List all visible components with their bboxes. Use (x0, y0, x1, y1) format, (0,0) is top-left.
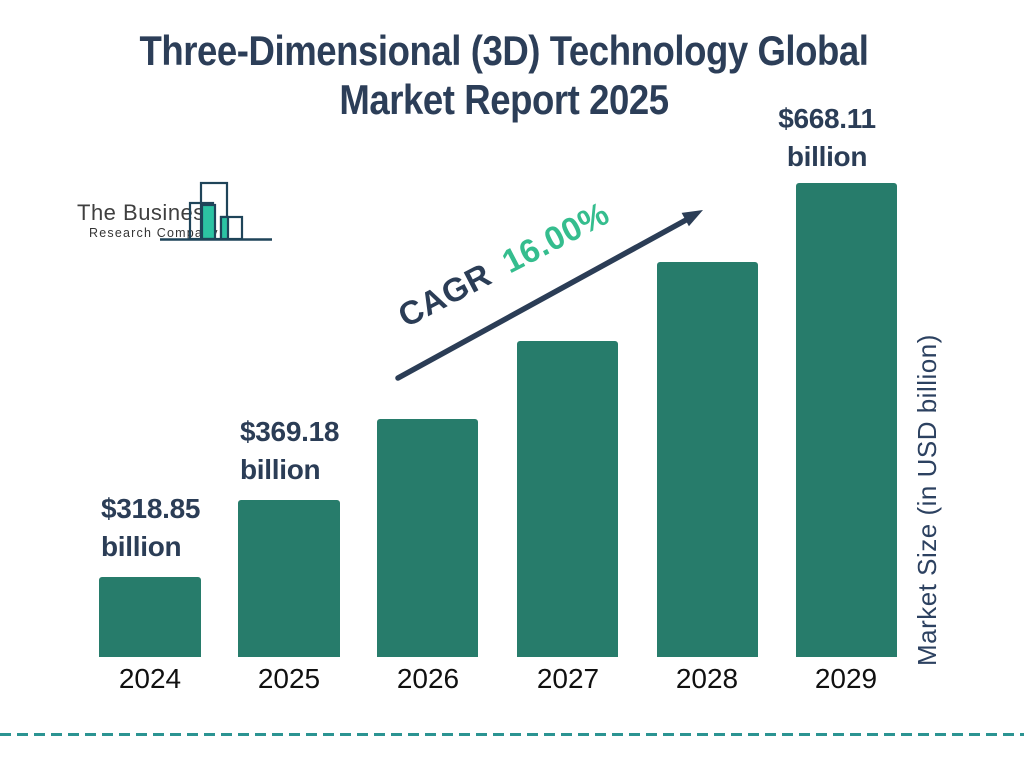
bar-2024 (99, 577, 201, 657)
value-label-2024: $318.85 billion (101, 490, 271, 566)
page-title: Three-Dimensional (3D) Technology Global… (0, 26, 1008, 124)
logo-name-text: The Business (77, 200, 217, 225)
bar-2027 (517, 341, 618, 657)
x-tick-2024: 2024 (118, 663, 182, 694)
bar-2026 (377, 419, 478, 657)
x-tick-2027: 2027 (536, 663, 600, 694)
logo-bar-chart-icon (160, 181, 272, 241)
value-2024: $318.85 (101, 493, 201, 524)
x-tick-2025: 2025 (257, 663, 321, 694)
y-axis-label: Market Size (in USD billion) (912, 334, 942, 666)
x-tick-2028: 2028 (675, 663, 739, 694)
value-label-2025: $369.18 billion (240, 413, 410, 489)
logo-tagline-text: Research Company (89, 226, 219, 240)
value-unit-2025: billion (240, 454, 321, 485)
value-unit-2024: billion (101, 531, 182, 562)
value-label-2029: $668.11 billion (742, 100, 912, 176)
x-tick-2026: 2026 (396, 663, 460, 694)
bar-2029 (796, 183, 897, 657)
bar-2025 (238, 500, 340, 657)
bottom-dashed-divider (0, 733, 1024, 736)
value-2025: $369.18 (240, 416, 340, 447)
x-tick-2029: 2029 (814, 663, 878, 694)
title-line-1: Three-Dimensional (3D) Technology Global (139, 27, 869, 74)
value-2029: $668.11 (778, 103, 876, 134)
value-unit-2029: billion (786, 141, 868, 172)
title-line-2: Market Report 2025 (339, 76, 669, 123)
bar-2028 (657, 262, 758, 657)
